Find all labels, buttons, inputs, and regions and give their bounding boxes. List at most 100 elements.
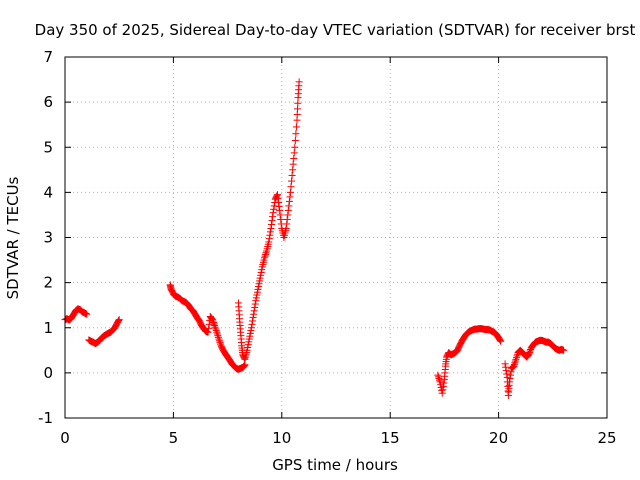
data-point: [284, 206, 292, 214]
data-point: [438, 389, 446, 397]
data-point: [496, 335, 504, 343]
data-point: [215, 335, 223, 343]
data-point: [524, 352, 532, 360]
data-point: [288, 171, 296, 179]
data-point: [510, 362, 518, 370]
data-point: [210, 320, 218, 328]
data-point: [211, 321, 219, 329]
x-axis-label: GPS time / hours: [272, 456, 398, 474]
data-point: [114, 317, 122, 325]
data-point: [295, 78, 303, 86]
data-point: [249, 317, 257, 325]
data-point: [250, 307, 258, 315]
data-point: [270, 205, 278, 213]
y-tick-label: 3: [43, 229, 53, 247]
data-point: [525, 348, 533, 356]
x-tick-label: 15: [381, 429, 400, 447]
data-point: [274, 195, 282, 203]
data-point: [265, 235, 273, 243]
data-point: [268, 217, 276, 225]
data-point: [260, 254, 268, 262]
y-tick-label: 4: [43, 183, 53, 201]
data-point: [261, 252, 269, 260]
data-point: [251, 303, 259, 311]
data-point: [269, 209, 277, 217]
data-point: [212, 325, 220, 333]
data-point: [292, 123, 300, 131]
data-point: [436, 376, 444, 384]
data-point: [240, 361, 248, 369]
data-point: [270, 202, 278, 210]
data-point: [497, 337, 505, 345]
data-point: [276, 206, 284, 214]
data-point: [273, 191, 281, 199]
data-point: [506, 375, 514, 383]
data-point: [266, 228, 274, 236]
data-point: [269, 213, 277, 221]
data-point: [247, 324, 255, 332]
data-point: [290, 149, 298, 157]
x-tick-label: 10: [272, 429, 291, 447]
y-tick-label: 0: [43, 364, 53, 382]
data-point: [209, 317, 217, 325]
data-point: [214, 333, 222, 341]
chart-title: Day 350 of 2025, Sidereal Day-to-day VTE…: [35, 21, 636, 39]
grid: [65, 57, 607, 418]
data-point: [115, 316, 123, 324]
data-point: [507, 371, 515, 379]
data-point: [292, 130, 300, 138]
data-point: [501, 360, 509, 368]
data-point: [216, 338, 224, 346]
data-point: [284, 211, 292, 219]
data-point: [526, 347, 534, 355]
data-point: [282, 224, 290, 232]
y-tick-label: 6: [43, 93, 53, 111]
data-point: [267, 224, 275, 232]
data-point: [439, 382, 447, 390]
data-point: [496, 336, 504, 344]
y-tick-label: 5: [43, 138, 53, 156]
data-point: [248, 320, 256, 328]
plot-frame: [64, 56, 608, 419]
data-point: [283, 215, 291, 223]
data-point: [289, 166, 297, 174]
x-tick-label: 20: [489, 429, 508, 447]
data-point: [434, 371, 442, 379]
data-point: [204, 328, 212, 336]
data-point: [250, 310, 258, 318]
y-tick-label: 2: [43, 274, 53, 292]
data-point: [512, 355, 520, 363]
data-point: [214, 332, 222, 340]
data-point: [213, 330, 221, 338]
x-tick-label: 25: [597, 429, 616, 447]
data-point: [268, 221, 276, 229]
y-axis-label: SDTVAR / TECUs: [4, 176, 22, 299]
data-point: [435, 375, 443, 383]
data-point: [265, 238, 273, 246]
data-point: [434, 373, 442, 381]
data-point: [286, 193, 294, 201]
data-point: [205, 324, 213, 332]
data-point: [525, 350, 533, 358]
data-point: [277, 215, 285, 223]
data-point: [262, 250, 270, 258]
data-point: [290, 155, 298, 163]
data-point: [510, 360, 518, 368]
data-point: [249, 314, 257, 322]
data-point: [502, 363, 510, 371]
data-point: [210, 319, 218, 327]
data-point: [240, 354, 248, 362]
data-point: [283, 220, 291, 228]
y-tick-label: 1: [43, 319, 53, 337]
data-point: [287, 183, 295, 191]
data-point: [505, 378, 513, 386]
data-point: [291, 136, 299, 144]
data-point: [212, 327, 220, 335]
data-point: [512, 354, 520, 362]
data-point: [291, 143, 299, 151]
data-point: [440, 379, 448, 387]
y-tick-label: 7: [43, 48, 53, 66]
data-point: [83, 310, 91, 318]
